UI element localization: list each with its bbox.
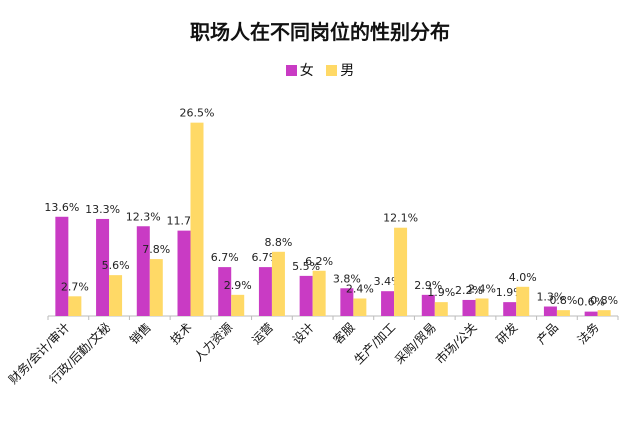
data-label-male: 2.4% — [468, 282, 496, 295]
bar-female — [136, 226, 150, 316]
data-label-female: 2.9% — [414, 279, 442, 292]
legend-swatch-male — [326, 64, 338, 76]
data-label-male: 2.4% — [346, 282, 374, 295]
bar-female — [177, 230, 191, 316]
data-label-female: 12.3% — [126, 210, 161, 223]
data-label-male: 0.8% — [590, 294, 618, 307]
data-label-female: 13.3% — [85, 203, 120, 216]
data-label-male: 6.2% — [305, 255, 333, 268]
bar-male — [353, 298, 367, 316]
data-label-male: 26.5% — [180, 107, 215, 120]
bar-male — [190, 122, 204, 316]
bar-male — [231, 294, 245, 316]
x-tick-label: 采购/贸易 — [391, 320, 438, 367]
data-label-male: 5.6% — [102, 259, 130, 272]
bar-male — [68, 296, 82, 316]
bar-male — [597, 310, 611, 316]
chart-title: 职场人在不同岗位的性别分布 — [190, 20, 450, 44]
x-tick-label: 研发 — [493, 320, 521, 348]
bar-male — [516, 286, 530, 316]
bar-female — [381, 291, 395, 316]
legend-item-female: 女 — [285, 60, 314, 80]
bar-male — [556, 310, 570, 316]
x-tick-label: 设计 — [290, 320, 317, 347]
legend: 女 男 — [0, 60, 640, 80]
x-tick-label: 法务 — [574, 320, 602, 348]
x-tick-label: 市场/公关 — [432, 320, 479, 367]
bar-female — [462, 299, 476, 316]
data-label-female: 3.8% — [333, 272, 361, 285]
x-tick-label: 产品 — [534, 320, 561, 347]
bar-male — [271, 251, 285, 316]
x-tick-label: 技术 — [168, 320, 195, 347]
data-label-male: 2.7% — [61, 280, 89, 293]
x-tick-label: 运营 — [249, 320, 276, 347]
bar-male — [394, 227, 408, 316]
data-label-male: 1.9% — [427, 286, 455, 299]
x-tick-label: 人力资源 — [191, 320, 235, 364]
legend-label-female: 女 — [299, 63, 314, 79]
x-tick-label: 生产/加工 — [351, 320, 398, 367]
data-label-male: 8.8% — [264, 236, 292, 249]
bar-male — [149, 259, 163, 316]
legend-swatch-female — [285, 64, 297, 76]
legend-item-male: 男 — [326, 60, 354, 80]
legend-label-male: 男 — [340, 63, 355, 79]
bar-female — [96, 218, 110, 316]
bar-female — [258, 267, 272, 316]
data-label-male: 12.1% — [383, 212, 418, 225]
data-label-male: 0.8% — [549, 294, 577, 307]
bar-female — [340, 288, 354, 316]
bar-female — [584, 311, 598, 316]
bar-male — [475, 298, 489, 316]
bar-male — [434, 302, 448, 316]
x-tick-label: 销售 — [126, 320, 154, 348]
data-label-female: 13.6% — [44, 201, 79, 214]
bar-female — [503, 302, 517, 316]
bar-female — [55, 216, 69, 316]
bar-female — [218, 267, 232, 316]
data-label-female: 0.6% — [577, 296, 605, 309]
data-label-female: 1.3% — [536, 291, 564, 304]
bar-male — [312, 270, 326, 316]
bar-male — [109, 275, 123, 316]
x-tick-label: 客服 — [330, 320, 358, 348]
bar-female — [299, 275, 313, 316]
data-label-female: 6.7% — [211, 251, 239, 264]
bar-female — [543, 306, 557, 316]
bar-female — [421, 294, 435, 316]
data-label-female: 5.5% — [292, 260, 320, 273]
data-label-male: 4.0% — [509, 271, 537, 284]
data-label-male: 2.9% — [224, 279, 252, 292]
data-label-male: 7.8% — [142, 243, 170, 256]
data-label-female: 2.2% — [455, 284, 483, 297]
